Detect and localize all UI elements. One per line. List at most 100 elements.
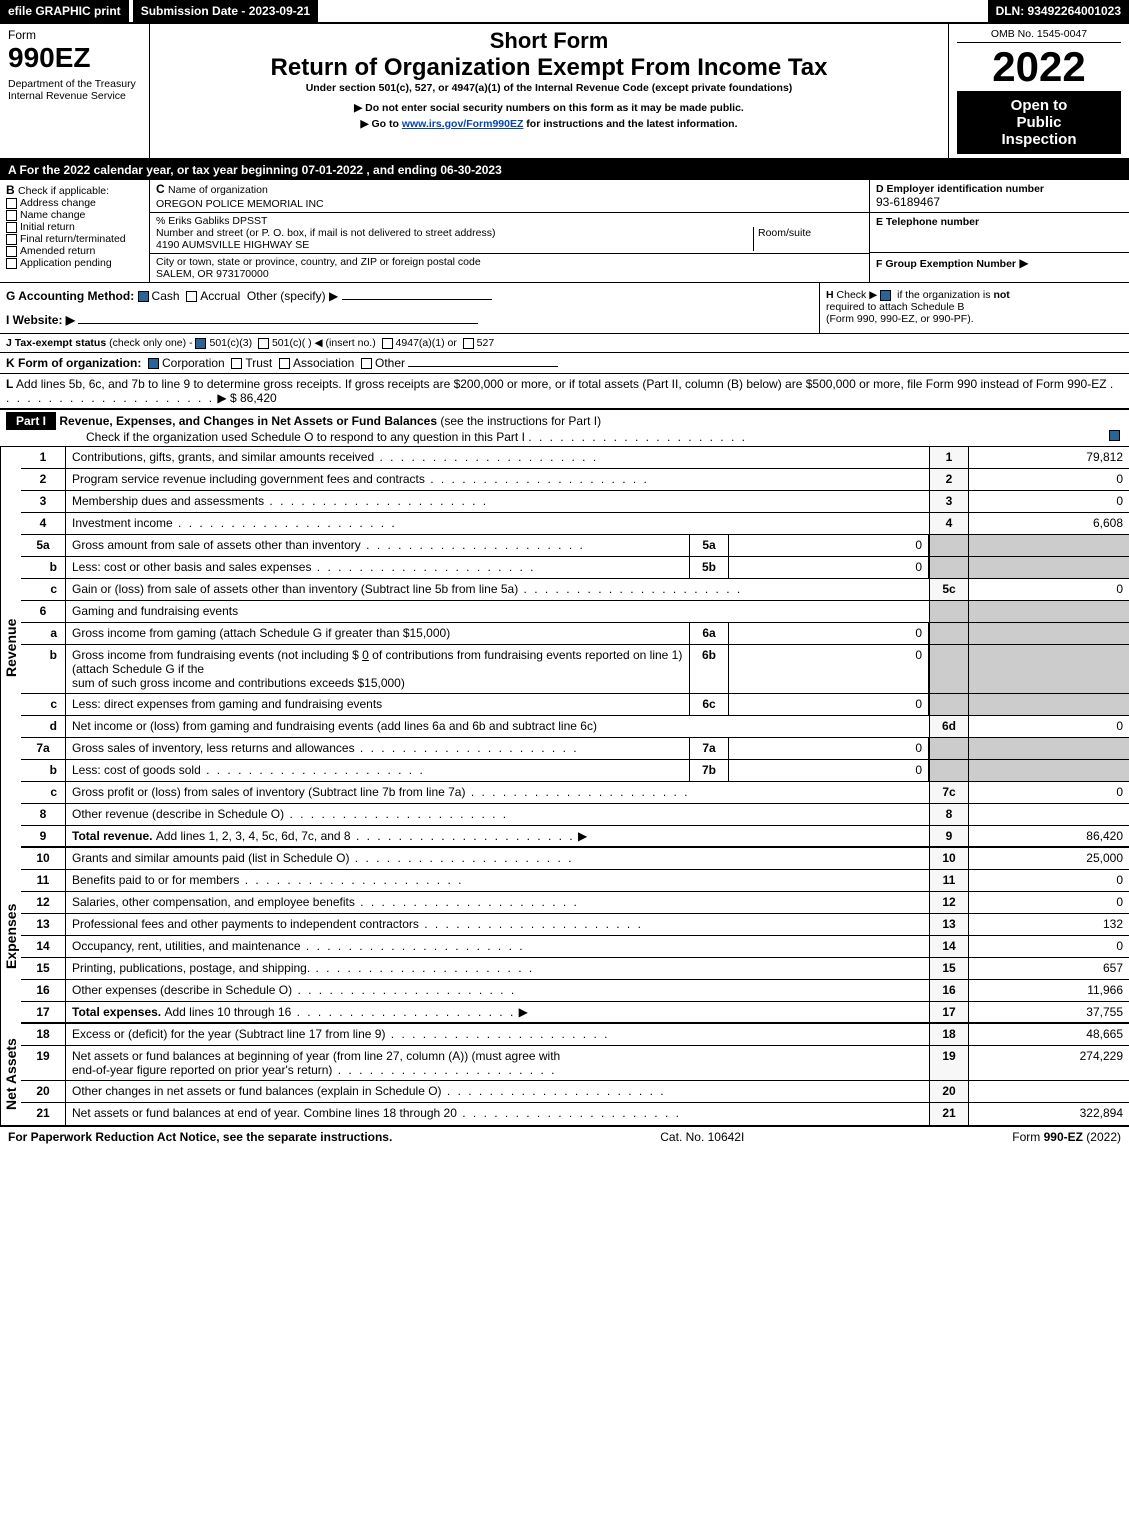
cb-address-change[interactable] [6,198,17,209]
part-i-label: Part I [6,412,56,430]
f-label: F Group Exemption Number [876,258,1016,270]
section-l: L Add lines 5b, 6c, and 7b to line 9 to … [0,374,1129,410]
irs-link[interactable]: www.irs.gov/Form990EZ [402,118,524,130]
ln-6c-sn: 6c [689,694,729,715]
note-goto-post: for instructions and the latest informat… [523,118,737,130]
lbl-name-change: Name change [20,209,85,221]
ln-3-val: 0 [969,491,1129,512]
cb-amended-return[interactable] [6,246,17,257]
ln-5c-desc: Gain or (loss) from sale of assets other… [72,582,518,596]
ln-8-val [969,804,1129,825]
title-short-form: Short Form [158,28,940,54]
ln-6b-grayval [969,645,1129,693]
ln-6a-no: a [21,623,66,644]
cb-application-pending[interactable] [6,258,17,269]
lbl-association: Association [293,356,354,370]
ln-4-val: 6,608 [969,513,1129,534]
ln-7a-no: 7a [21,738,66,759]
ln-10-no: 10 [21,848,66,869]
form-number: 990EZ [8,42,141,74]
ln-7a-sn: 7a [689,738,729,759]
ln-2-val: 0 [969,469,1129,490]
cb-association[interactable] [279,358,290,369]
ln-5c-val: 0 [969,579,1129,600]
ln-6-no: 6 [21,601,66,622]
org-name: OREGON POLICE MEMORIAL INC [156,198,324,210]
ln-12-no: 12 [21,892,66,913]
cb-final-return[interactable] [6,234,17,245]
revenue-vlabel: Revenue [0,447,21,848]
revenue-section: Revenue 1Contributions, gifts, grants, a… [0,447,1129,848]
ln-7a-sv: 0 [729,738,929,759]
cb-h-not-required[interactable] [880,290,891,301]
ln-21-no: 21 [21,1103,66,1125]
ln-2-desc: Program service revenue including govern… [72,472,425,486]
cb-501c3[interactable] [195,338,206,349]
subtitle: Under section 501(c), 527, or 4947(a)(1)… [158,82,940,94]
ln-14-val: 0 [969,936,1129,957]
ln-6d-desc: Net income or (loss) from gaming and fun… [66,716,929,737]
note-goto: ▶ Go to www.irs.gov/Form990EZ for instru… [158,118,940,130]
cb-corporation[interactable] [148,358,159,369]
f-arrow: ▶ [1019,256,1028,270]
cb-accrual[interactable] [186,291,197,302]
note-ssn: ▶ Do not enter social security numbers o… [158,102,940,114]
ln-10-val: 25,000 [969,848,1129,869]
ln-8-no: 8 [21,804,66,825]
ln-7a-grayval [969,738,1129,759]
j-label: J Tax-exempt status [6,337,106,349]
c-label: C [156,182,165,196]
title-main: Return of Organization Exempt From Incom… [158,54,940,82]
ln-21-val: 322,894 [969,1103,1129,1125]
cb-part-i-schedule-o[interactable] [1109,430,1120,441]
care-of: % Eriks Gabliks DPSST [156,215,863,227]
ln-5a-grayval [969,535,1129,556]
page-footer: For Paperwork Reduction Act Notice, see … [0,1127,1129,1147]
ln-5c-no: c [21,579,66,600]
cb-name-change[interactable] [6,210,17,221]
ln-20-desc: Other changes in net assets or fund bala… [72,1084,442,1098]
ln-9-rn: 9 [929,826,969,846]
ln-1-no: 1 [21,447,66,468]
ln-5b-sv: 0 [729,557,929,578]
cb-initial-return[interactable] [6,222,17,233]
ln-6c-no: c [21,694,66,715]
ln-19-rn: 19 [929,1046,969,1080]
h-label: H [826,289,834,301]
ln-7b-no: b [21,760,66,781]
lbl-cash: Cash [152,289,180,303]
lbl-other-method: Other (specify) ▶ [247,289,338,303]
ln-5b-grayval [969,557,1129,578]
ln-14-desc: Occupancy, rent, utilities, and maintena… [72,939,301,953]
ln-20-no: 20 [21,1081,66,1102]
cb-other-org[interactable] [361,358,372,369]
section-c: C Name of organization OREGON POLICE MEM… [150,180,869,282]
lbl-501c: 501(c)( ) ◀ (insert no.) [272,337,376,349]
submission-date-label: Submission Date - 2023-09-21 [133,0,318,22]
efile-print-label[interactable]: efile GRAPHIC print [0,0,129,22]
city-label: City or town, state or province, country… [156,256,863,268]
cb-527[interactable] [463,338,474,349]
part-i-check-text: Check if the organization used Schedule … [6,430,525,444]
ln-17-val: 37,755 [969,1002,1129,1022]
street-label: Number and street (or P. O. box, if mail… [156,227,753,239]
inspection-line1: Open to [961,97,1117,114]
omb-number: OMB No. 1545-0047 [957,28,1121,43]
h-text3: required to attach Schedule B [826,301,964,313]
ln-18-desc: Excess or (deficit) for the year (Subtra… [72,1027,385,1041]
e-label: E Telephone number [876,216,1123,228]
ln-19-desc2: end-of-year figure reported on prior yea… [72,1063,332,1077]
ln-4-desc: Investment income [72,516,173,530]
ln-6b-sn: 6b [689,645,729,693]
lbl-application-pending: Application pending [20,257,112,269]
c-name-label: Name of organization [168,184,268,196]
cb-4947a1[interactable] [382,338,393,349]
netassets-section: Net Assets 18Excess or (deficit) for the… [0,1024,1129,1127]
ln-3-desc: Membership dues and assessments [72,494,264,508]
lbl-527: 527 [477,337,495,349]
cb-cash[interactable] [138,291,149,302]
cb-trust[interactable] [231,358,242,369]
irs-label: Internal Revenue Service [8,90,141,102]
cb-501c[interactable] [258,338,269,349]
ln-5b-no: b [21,557,66,578]
